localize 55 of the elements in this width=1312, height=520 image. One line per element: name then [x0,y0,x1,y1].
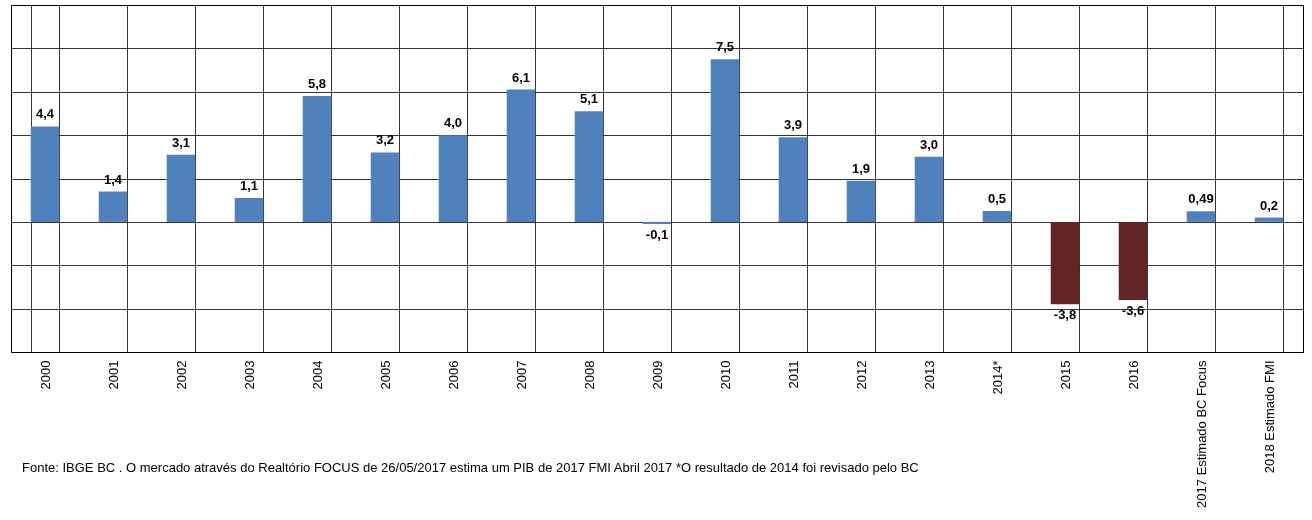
x-tick-label: 2001 [105,360,121,390]
bar [1254,217,1284,222]
x-tick-label: 2013 [921,360,937,390]
x-tick-label: 2016 [1125,360,1141,390]
x-tick-label: 2014* [989,360,1005,395]
data-label: 4,4 [35,106,55,122]
bar [778,137,808,222]
data-label: 4,0 [443,115,463,131]
data-label: 0,49 [1188,191,1214,207]
data-label: 6,1 [511,69,531,85]
data-label: 1,9 [851,160,871,176]
source-note: Fonte: IBGE BC . O mercado através do Realtório FOCUS de 26/05/2017 estima um PIB de 2017 FMI Abril 2017 *O resultado de 2014 foi revisado pelo BC [22,459,920,477]
data-label: -0,1 [645,227,669,243]
bar [370,152,400,222]
bar [574,111,604,222]
data-label: -3,8 [1053,307,1077,323]
bar [914,156,944,222]
data-label: 3,2 [375,132,395,148]
x-tick-label: 2005 [377,360,393,390]
data-label: 0,5 [987,191,1007,207]
x-tick-label: 2012 [853,360,869,390]
bar [98,191,128,222]
x-tick-label: 2007 [513,360,529,390]
x-tick-label: 2009 [649,360,665,390]
bar [302,96,332,222]
x-tick-label: 2004 [309,360,325,390]
data-label: 3,1 [171,134,191,150]
data-label: 1,1 [239,178,259,194]
data-label: 3,0 [919,136,939,152]
data-label: 0,2 [1259,197,1279,213]
x-tick-label: 2006 [445,360,461,390]
x-tick-label: 2002 [173,360,189,390]
x-tick-label: 2018 Estimado FMI [1261,360,1277,474]
bar [710,59,740,222]
bar [506,89,536,222]
data-label: 5,8 [307,76,327,92]
x-tick-label: 2015 [1057,360,1073,390]
x-tick-label: 2010 [717,360,733,390]
bar [438,135,468,222]
x-tick-label: 2000 [37,360,53,390]
bar [846,180,876,222]
bar [166,154,196,222]
x-tick-label: 2008 [581,360,597,390]
bar [30,126,60,222]
bar [1118,221,1148,300]
x-tick-label: 2011 [785,360,801,389]
bar [982,211,1012,222]
bar [234,198,264,222]
bar [1186,211,1216,222]
x-tick-label: 2003 [241,360,257,390]
x-tick-label: 2017 Estimado BC Focus [1193,360,1209,508]
bar [642,221,672,225]
bar [1050,221,1080,305]
data-label: 5,1 [579,91,599,107]
data-label: 3,9 [783,117,803,133]
